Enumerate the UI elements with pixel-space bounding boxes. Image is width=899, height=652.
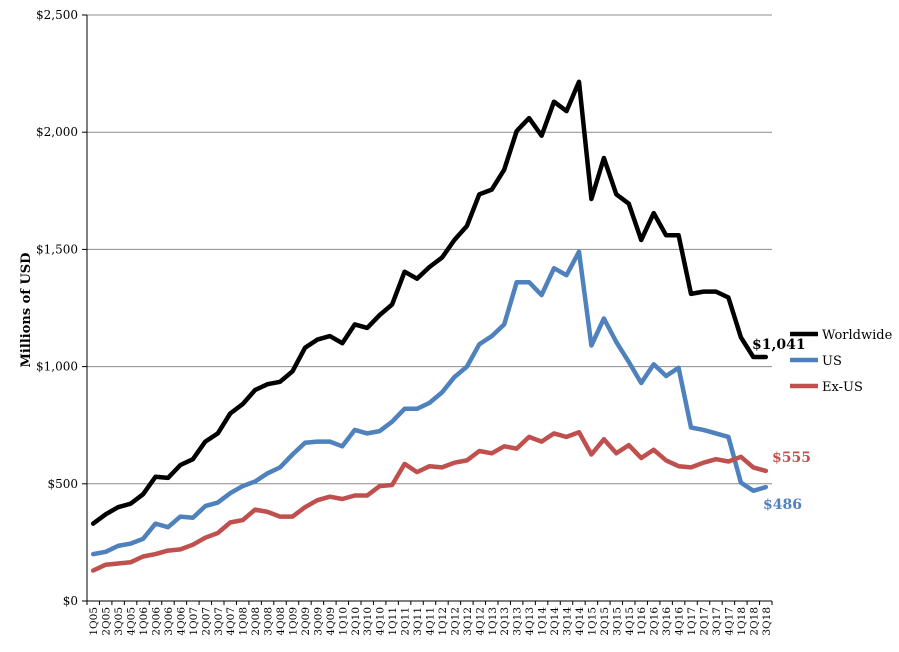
y-tick-label: $2,000 bbox=[36, 125, 78, 139]
x-tick-label: 3Q12 bbox=[462, 607, 474, 636]
x-tick-label: 1Q07 bbox=[188, 607, 200, 636]
x-tick-label: 4Q15 bbox=[624, 607, 636, 636]
x-tick-label: 1Q15 bbox=[586, 607, 598, 636]
y-tick-label: $500 bbox=[47, 477, 78, 491]
x-tick-label: 3Q11 bbox=[412, 607, 424, 636]
x-tick-label: 1Q09 bbox=[288, 607, 300, 636]
y-tick-label: $1,500 bbox=[36, 242, 78, 256]
x-tick-label: 2Q06 bbox=[151, 607, 163, 636]
x-tick-label: 2Q05 bbox=[101, 607, 113, 636]
series-lines bbox=[90, 79, 769, 573]
legend-label: Ex-US bbox=[822, 380, 863, 395]
x-tick-label: 1Q05 bbox=[88, 607, 100, 636]
x-tick-label: 3Q13 bbox=[512, 607, 524, 636]
x-tick-label: 1Q14 bbox=[537, 607, 549, 636]
x-tick-label: 4Q14 bbox=[574, 607, 586, 636]
end-label-worldwide: $1,041 bbox=[752, 337, 806, 353]
x-tick-label: 2Q09 bbox=[300, 607, 312, 636]
x-tick-label: 4Q10 bbox=[375, 607, 387, 636]
x-tick-label: 1Q12 bbox=[437, 607, 449, 636]
end-label-us: $486 bbox=[763, 497, 802, 513]
x-tick-label: 2Q08 bbox=[250, 607, 262, 636]
legend-label: US bbox=[822, 354, 842, 369]
y-tick-label: $2,500 bbox=[36, 8, 78, 22]
x-tick-label: 1Q17 bbox=[686, 607, 698, 636]
legend-item: US bbox=[790, 354, 842, 369]
x-tick-label: 2Q18 bbox=[748, 607, 760, 636]
x-tick-label: 4Q09 bbox=[325, 607, 337, 636]
x-tick-label: 2Q07 bbox=[200, 607, 212, 636]
x-tick-label: 1Q13 bbox=[487, 607, 499, 636]
x-tick-label: 1Q18 bbox=[736, 607, 748, 636]
x-tick-label: 4Q06 bbox=[175, 607, 187, 636]
end-labels: $1,041 $486 $555 bbox=[752, 337, 811, 513]
x-tick-label: 4Q08 bbox=[275, 607, 287, 636]
x-tick-label: 1Q16 bbox=[636, 607, 648, 636]
series-line-ex-us bbox=[90, 429, 769, 573]
legend-item: Worldwide bbox=[790, 328, 893, 343]
gridlines bbox=[87, 14, 772, 485]
y-tick-label: $1,000 bbox=[36, 360, 78, 374]
x-tick-label: 2Q17 bbox=[699, 607, 711, 636]
x-tick-label: 2Q10 bbox=[350, 607, 362, 636]
x-tick-label: 2Q13 bbox=[499, 607, 511, 636]
x-tick-label: 3Q08 bbox=[263, 607, 275, 636]
x-tick-label: 1Q11 bbox=[387, 607, 399, 636]
y-axis-ticks: $0 $500 $1,000 $1,500 $2,000 $2,500 bbox=[36, 8, 87, 608]
x-tick-label: 4Q05 bbox=[126, 607, 138, 636]
x-tick-label: 3Q10 bbox=[362, 607, 374, 636]
x-tick-label: 1Q10 bbox=[337, 607, 349, 636]
legend: Worldwide US Ex-US bbox=[790, 328, 893, 395]
x-tick-label: 1Q06 bbox=[138, 607, 150, 636]
x-tick-label: 3Q07 bbox=[213, 607, 225, 636]
x-tick-label: 3Q15 bbox=[611, 607, 623, 636]
axes bbox=[86, 15, 772, 602]
x-tick-label: 3Q09 bbox=[312, 607, 324, 636]
x-tick-label: 2Q14 bbox=[549, 607, 561, 636]
x-tick-label: 3Q06 bbox=[163, 607, 175, 636]
x-tick-label: 4Q17 bbox=[723, 607, 735, 636]
x-tick-label: 4Q13 bbox=[524, 607, 536, 636]
y-tick-label: $0 bbox=[63, 594, 78, 608]
x-tick-label: 4Q12 bbox=[474, 607, 486, 636]
x-tick-label: 2Q15 bbox=[599, 607, 611, 636]
x-tick-label: 3Q14 bbox=[562, 607, 574, 636]
x-tick-label: 2Q11 bbox=[400, 607, 412, 636]
x-tick-label: 4Q07 bbox=[225, 607, 237, 636]
x-axis-ticks: 1Q05 2Q05 3Q05 4Q05 1Q06 2Q06 3Q06 4Q06 1Q07 2Q07… bbox=[86, 601, 773, 636]
x-tick-label: 4Q11 bbox=[425, 607, 437, 636]
legend-label: Worldwide bbox=[822, 328, 893, 343]
x-tick-label: 3Q05 bbox=[113, 607, 125, 636]
x-tick-label: 2Q12 bbox=[449, 607, 461, 636]
x-tick-label: 4Q16 bbox=[674, 607, 686, 636]
series-line-us bbox=[90, 249, 769, 557]
x-tick-label: 3Q16 bbox=[661, 607, 673, 636]
x-tick-label: 3Q18 bbox=[761, 607, 773, 636]
end-label-ex-us: $555 bbox=[772, 450, 811, 466]
series-line-worldwide bbox=[90, 79, 769, 526]
x-tick-label: 3Q17 bbox=[711, 607, 723, 636]
x-tick-label: 2Q16 bbox=[649, 607, 661, 636]
y-axis-label: Millions of USD bbox=[19, 253, 34, 368]
x-tick-label: 1Q08 bbox=[238, 607, 250, 636]
legend-item: Ex-US bbox=[790, 380, 863, 395]
